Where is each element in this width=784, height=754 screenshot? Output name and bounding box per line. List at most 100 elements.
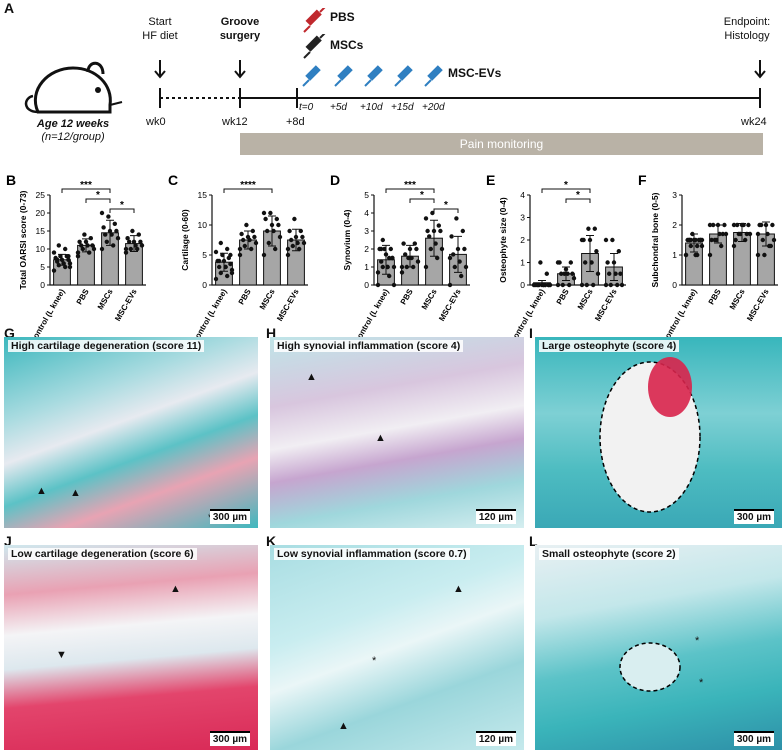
- data-point: [739, 222, 745, 228]
- data-point: [75, 254, 81, 259]
- injection-label-evs: MSC-EVs: [448, 66, 502, 80]
- data-point: [56, 243, 61, 248]
- mouse-icon: [24, 61, 123, 114]
- start-label-1: Start: [148, 16, 172, 28]
- y-tick-label: 10: [36, 244, 46, 254]
- error-bar: [610, 253, 618, 281]
- data-point: [414, 246, 419, 252]
- data-point: [91, 246, 97, 252]
- micrograph-j: Low cartilage degeneration (score 6) ▲ ▼…: [4, 545, 258, 750]
- x-tick-label: MSC-EVs: [745, 287, 771, 323]
- x-tick-label: PBS: [707, 287, 723, 306]
- data-point: [719, 243, 724, 249]
- data-point: [301, 240, 307, 246]
- data-point: [390, 255, 395, 261]
- data-point: [55, 257, 60, 262]
- data-point: [611, 260, 617, 265]
- data-point: [237, 246, 243, 252]
- data-point: [217, 258, 222, 264]
- data-point: [433, 241, 438, 246]
- data-point: [690, 231, 695, 237]
- data-point: [274, 216, 279, 222]
- significance-bracket: [565, 198, 591, 203]
- data-point: [711, 222, 716, 228]
- y-tick-label: 3: [520, 213, 525, 223]
- x-tick-label: MSC-EVs: [275, 287, 301, 323]
- significance-label: *: [120, 200, 124, 211]
- scale-bar-k: 120 µm: [475, 731, 516, 746]
- data-point: [223, 264, 228, 270]
- data-point: [439, 246, 445, 252]
- y-tick-label: 25: [36, 190, 46, 200]
- data-point: [722, 222, 727, 228]
- data-point: [691, 237, 697, 243]
- data-point: [391, 282, 397, 288]
- data-point: [87, 250, 92, 255]
- significance-label: ****: [240, 180, 256, 191]
- chart-letter: C: [168, 172, 178, 188]
- data-point: [428, 246, 433, 252]
- data-point: [375, 282, 381, 288]
- week-label-wk0: wk0: [146, 116, 166, 128]
- micrograph-g: High cartilage degeneration (score 11) ▲…: [4, 337, 258, 528]
- data-point: [707, 252, 713, 258]
- data-point: [249, 246, 254, 252]
- micro-letter-h: H: [266, 325, 277, 341]
- data-point: [594, 249, 599, 254]
- micro-letter-g: G: [4, 325, 15, 341]
- significance-bracket: [109, 208, 135, 213]
- asterisk-l1: *: [695, 635, 700, 647]
- data-point: [531, 282, 537, 288]
- data-point: [763, 222, 769, 228]
- chart-f: F 0 1 2 3 Subchondral bone (0-5) Control (L kn…: [636, 172, 784, 345]
- data-point: [67, 261, 73, 266]
- data-point: [755, 231, 761, 237]
- data-point: [603, 237, 609, 243]
- data-point: [449, 234, 454, 239]
- data-point: [99, 210, 105, 216]
- group-label: (n=12/group): [41, 131, 105, 143]
- panel-letter-a: A: [4, 0, 15, 16]
- data-point: [213, 249, 219, 255]
- data-point: [535, 282, 540, 288]
- data-point: [225, 246, 230, 252]
- pain-monitoring-bar: Pain monitoring: [240, 133, 763, 155]
- data-point: [138, 239, 143, 244]
- data-point: [743, 237, 748, 243]
- y-tick-label: 1: [672, 250, 677, 260]
- data-point: [90, 243, 95, 248]
- data-point: [133, 243, 138, 248]
- data-point: [715, 222, 721, 228]
- data-point: [546, 282, 551, 288]
- start-label-2: HF diet: [142, 30, 178, 42]
- data-point: [66, 257, 71, 262]
- y-tick-label: 0: [202, 280, 207, 290]
- data-point: [217, 264, 222, 270]
- data-point: [605, 260, 610, 265]
- data-point: [746, 222, 751, 228]
- syringe-pbs-icon: [303, 8, 326, 33]
- chart-letter: B: [6, 172, 16, 188]
- week-label-wk24: wk24: [741, 116, 767, 128]
- data-point: [379, 259, 384, 264]
- asterisk-k: *: [372, 655, 377, 667]
- ev-dose-3: +15d: [391, 102, 414, 113]
- significance-label: ***: [404, 180, 416, 191]
- data-point: [244, 222, 249, 228]
- data-point: [104, 239, 110, 244]
- data-point: [276, 222, 281, 228]
- chart-e: E 0 1 2 3 4 Osteophyte size (0-4) Control (L kn…: [484, 172, 632, 345]
- data-point: [423, 264, 429, 270]
- data-point: [285, 246, 291, 252]
- data-point: [567, 282, 572, 288]
- data-point: [79, 243, 84, 248]
- data-point: [592, 226, 597, 231]
- data-point: [613, 271, 618, 276]
- x-tick-label: MSCs: [576, 287, 595, 311]
- y-axis-label: Cartilage (0-60): [180, 209, 190, 271]
- x-tick-label: PBS: [555, 287, 571, 306]
- data-point: [747, 231, 753, 237]
- y-tick-label: 5: [364, 190, 369, 200]
- x-tick-label: MSC-EVs: [593, 287, 619, 323]
- asterisk-l2: *: [699, 677, 704, 689]
